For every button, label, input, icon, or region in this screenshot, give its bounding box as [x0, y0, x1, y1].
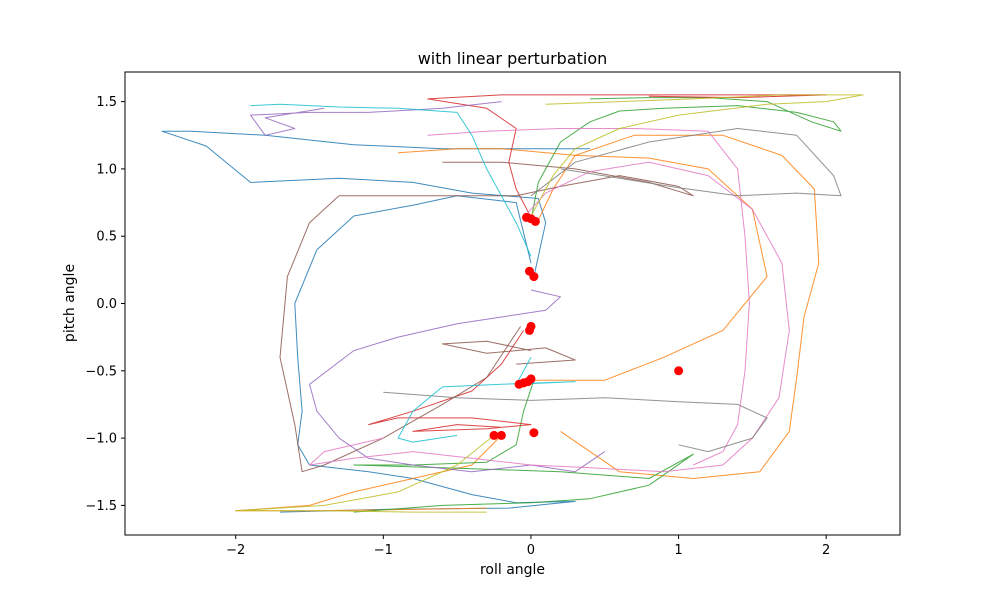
start-marker-15: [674, 366, 684, 376]
start-marker-5: [529, 272, 539, 282]
y-axis-label: pitch angle: [62, 264, 78, 342]
trajectory-line-3: [537, 134, 820, 479]
chart-title: with linear perturbation: [418, 49, 608, 68]
start-marker-12: [489, 430, 499, 440]
start-markers: [489, 212, 684, 440]
x-axis-ticks: −2 −1 0 1 2: [226, 535, 830, 558]
x-axis-label: roll angle: [480, 562, 545, 578]
x-tick-label: 2: [822, 543, 830, 558]
trajectory-line-14: [309, 161, 790, 473]
x-tick-label: −2: [226, 543, 245, 558]
trajectory-line-19: [235, 435, 495, 513]
x-tick-label: 0: [527, 543, 535, 558]
trajectory-line-2: [161, 130, 590, 277]
trajectory-line-6: [530, 97, 842, 221]
start-marker-14: [529, 428, 539, 438]
x-tick-label: 1: [674, 543, 682, 558]
trajectory-line-18: [530, 94, 864, 217]
trajectory-line-16: [383, 391, 768, 453]
start-marker-10: [514, 379, 524, 389]
y-tick-label: 1.5: [96, 95, 117, 110]
trajectory-line-13: [441, 340, 576, 365]
start-marker-13: [496, 430, 506, 440]
y-tick-label: −0.5: [85, 364, 117, 379]
x-tick-label: −1: [374, 543, 393, 558]
y-tick-label: −1.5: [85, 499, 117, 514]
trajectory-line-12: [279, 161, 694, 473]
y-axis-ticks: −1.5 −1.0 −0.5 0.0 0.5 1.0 1.5: [85, 95, 125, 514]
y-tick-label: 1.0: [96, 162, 117, 177]
y-tick-label: 0.5: [96, 230, 117, 245]
start-marker-7: [525, 325, 534, 335]
trajectory-line-4: [398, 148, 768, 381]
trajectory-line-21: [397, 357, 576, 443]
trajectory-line-17: [530, 128, 842, 197]
y-tick-label: −1.0: [85, 432, 117, 447]
trajectory-line-7: [353, 380, 694, 513]
trajectory-line-20: [250, 103, 532, 257]
start-marker-3: [530, 216, 540, 226]
trajectory-line-8: [368, 330, 532, 432]
y-tick-label: 0.0: [96, 297, 117, 312]
trajectory-line-10: [309, 289, 606, 473]
start-marker-11: [526, 374, 536, 384]
trajectory-line-15: [427, 128, 750, 466]
series-layer: [161, 94, 864, 513]
